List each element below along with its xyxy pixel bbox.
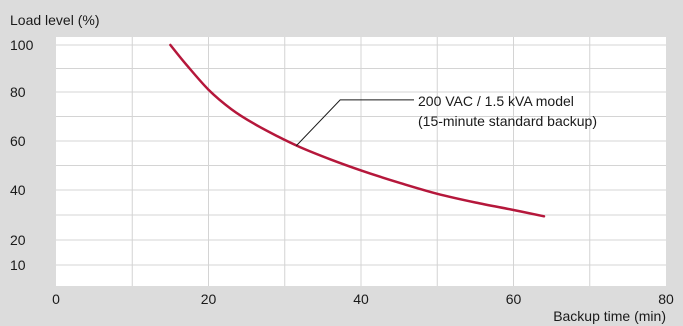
- x-tick-label: 80: [658, 291, 674, 307]
- x-axis-label: Backup time (min): [553, 308, 666, 324]
- x-tick-labels: 0 20 40 60 80: [52, 291, 674, 307]
- y-axis-label: Load level (%): [10, 12, 100, 28]
- annotation-layer: 200 VAC / 1.5 kVA model (15-minute standa…: [295, 93, 597, 147]
- series-line: [169, 43, 546, 218]
- y-tick-label: 100: [10, 37, 34, 53]
- x-tick-label: 40: [353, 291, 369, 307]
- annotation-leader-line: [295, 99, 414, 147]
- x-tick-label: 60: [506, 291, 522, 307]
- series-layer: [169, 43, 546, 218]
- y-tick-label: 80: [10, 84, 26, 100]
- y-tick-label: 20: [10, 232, 26, 248]
- y-tick-label: 60: [10, 133, 26, 149]
- x-tick-label: 0: [52, 291, 60, 307]
- grid-lines: [56, 37, 666, 286]
- y-tick-labels: 10 20 40 60 80 100: [10, 37, 34, 273]
- y-tick-label: 40: [10, 182, 26, 198]
- x-tick-label: 20: [201, 291, 217, 307]
- annotation-label: 200 VAC / 1.5 kVA model: [418, 93, 574, 109]
- annotation-label: (15-minute standard backup): [418, 113, 597, 129]
- y-tick-label: 10: [10, 257, 26, 273]
